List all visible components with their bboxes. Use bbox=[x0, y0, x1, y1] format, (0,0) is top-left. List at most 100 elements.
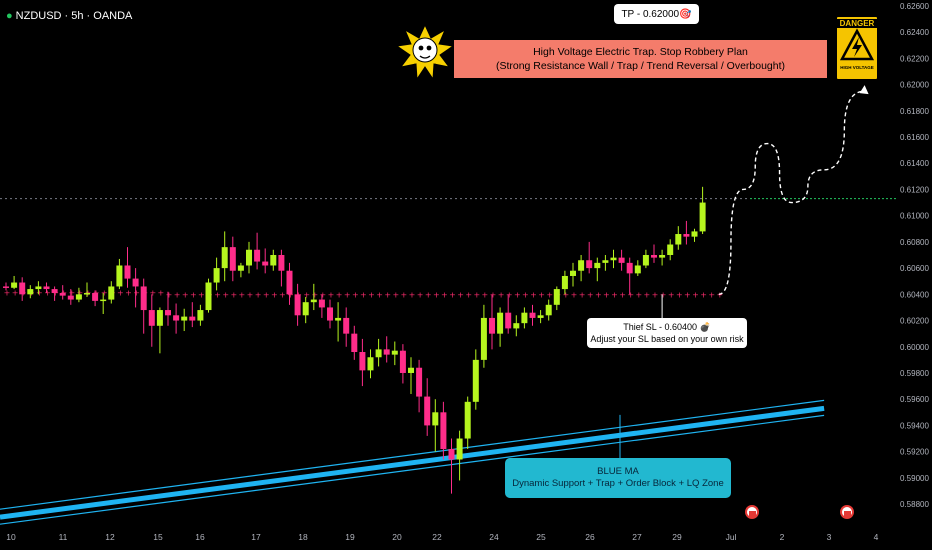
sl-dot-marker: + bbox=[652, 290, 659, 299]
sl-dot-marker: + bbox=[376, 290, 383, 299]
candle-body bbox=[67, 295, 74, 300]
candle-body bbox=[51, 289, 58, 294]
x-tick-label: 29 bbox=[672, 532, 682, 542]
ma-line bbox=[0, 405, 825, 520]
sl-dot-marker: + bbox=[563, 290, 570, 299]
sl-dot-marker: + bbox=[482, 290, 489, 299]
x-tick-label: 26 bbox=[585, 532, 595, 542]
candle-body bbox=[108, 286, 115, 300]
thief-mascot-icon bbox=[395, 23, 455, 81]
candle-body bbox=[310, 299, 317, 303]
sl-dot-marker: + bbox=[530, 290, 537, 299]
candle-body bbox=[651, 255, 657, 258]
blue-ma-label: BLUE MA Dynamic Support + Trap + Order B… bbox=[505, 458, 731, 498]
sl-dot-marker: + bbox=[77, 288, 84, 297]
candle-body bbox=[197, 310, 204, 321]
sl-dot-marker: + bbox=[336, 290, 343, 299]
candle-body bbox=[480, 317, 487, 360]
danger-title: DANGER bbox=[837, 19, 877, 28]
sl-dot-marker: + bbox=[619, 290, 626, 299]
symbol-title-text: NZDUSD · 5h · OANDA bbox=[15, 10, 133, 22]
x-tick-label: 18 bbox=[298, 532, 308, 542]
candle-body bbox=[100, 299, 107, 302]
sl-dot-marker: + bbox=[409, 290, 416, 299]
y-tick-label: 0.62200 bbox=[900, 54, 929, 63]
sl-dot-marker: + bbox=[692, 290, 699, 299]
candle-body bbox=[156, 310, 163, 326]
x-tick-label: 27 bbox=[632, 532, 642, 542]
candle-body bbox=[124, 265, 131, 279]
x-tick-label: 15 bbox=[153, 532, 163, 542]
candle-body bbox=[116, 265, 123, 287]
candle-body bbox=[19, 282, 26, 295]
y-tick-label: 0.61800 bbox=[900, 107, 929, 116]
sl-dot-marker: + bbox=[247, 290, 254, 299]
candle-body bbox=[399, 350, 406, 373]
candle-body bbox=[489, 317, 495, 334]
candle-body bbox=[327, 307, 333, 321]
candle-body bbox=[561, 275, 568, 290]
sl-dot-marker: + bbox=[538, 290, 545, 299]
plan-banner: High Voltage Electric Trap. Stop Robbery… bbox=[454, 40, 827, 78]
sl-dot-marker: + bbox=[166, 290, 173, 299]
candle-body bbox=[286, 270, 293, 295]
candle-body bbox=[270, 255, 277, 266]
candle-body bbox=[505, 312, 512, 329]
x-tick-label: 24 bbox=[489, 532, 499, 542]
ma-line-1: BLUE MA bbox=[597, 466, 639, 477]
candle-body bbox=[683, 234, 690, 237]
sl-dot-marker: + bbox=[611, 290, 618, 299]
candle-body bbox=[448, 449, 455, 460]
sl-dot-marker: + bbox=[68, 288, 75, 297]
y-tick-label: 0.62000 bbox=[900, 81, 929, 90]
candle-body bbox=[11, 282, 18, 288]
price-levels: + + + + + + + + + + + + + + + + + + + + + + + + + + + + + + + + + + + + + + + +… bbox=[0, 198, 896, 318]
banner-line-2: (Strong Resistance Wall / Trap / Trend R… bbox=[495, 60, 786, 72]
candle-body bbox=[35, 286, 42, 290]
candle-body bbox=[464, 401, 471, 439]
candle-body bbox=[254, 249, 261, 262]
sl-dot-marker: + bbox=[425, 290, 432, 299]
candle-body bbox=[181, 316, 188, 321]
candle-body bbox=[43, 286, 50, 290]
us-flag-event-icon[interactable] bbox=[745, 505, 759, 519]
sl-dot-marker: + bbox=[255, 290, 262, 299]
tp-label-text: TP - 0.62000🎯 bbox=[621, 8, 692, 20]
y-tick-label: 0.60200 bbox=[900, 317, 929, 326]
candle-body bbox=[278, 255, 285, 271]
sl-dot-marker: + bbox=[603, 290, 610, 299]
sl-dot-marker: + bbox=[271, 290, 278, 299]
candle-body bbox=[367, 357, 374, 371]
candle-body bbox=[424, 396, 431, 426]
thief-sl-label: Thief SL - 0.60400 💣 Adjust your SL base… bbox=[587, 318, 747, 348]
y-tick-label: 0.60600 bbox=[900, 264, 929, 273]
candle-body bbox=[229, 247, 236, 271]
x-tick-label: 10 bbox=[6, 532, 16, 542]
projection-arrowhead bbox=[859, 85, 869, 95]
candle-body bbox=[667, 244, 674, 255]
candle-body bbox=[213, 268, 220, 283]
tp-label: TP - 0.62000🎯 bbox=[614, 4, 699, 24]
sl-dot-marker: + bbox=[595, 290, 602, 299]
sl-dot-marker: + bbox=[522, 290, 529, 299]
sl-dot-marker: + bbox=[514, 290, 521, 299]
candle-body bbox=[75, 294, 82, 300]
candle-body bbox=[237, 265, 244, 271]
us-flag-event-icon[interactable] bbox=[840, 505, 854, 519]
y-tick-label: 0.61400 bbox=[900, 159, 929, 168]
sl-dot-marker: + bbox=[473, 290, 480, 299]
sl-dot-marker: + bbox=[239, 290, 246, 299]
sl-dot-marker: + bbox=[644, 290, 651, 299]
candle-body bbox=[537, 315, 544, 318]
candle-body bbox=[221, 247, 228, 269]
x-tick-label: 16 bbox=[195, 532, 205, 542]
sl-dot-marker: + bbox=[498, 290, 505, 299]
sl-dot-marker: + bbox=[214, 290, 221, 299]
candle-body bbox=[27, 289, 34, 295]
candle-body bbox=[92, 293, 99, 301]
y-tick-label: 0.59400 bbox=[900, 421, 929, 430]
y-tick-label: 0.62400 bbox=[900, 28, 929, 37]
sl-dot-marker: + bbox=[433, 290, 440, 299]
candle-body bbox=[343, 317, 350, 334]
